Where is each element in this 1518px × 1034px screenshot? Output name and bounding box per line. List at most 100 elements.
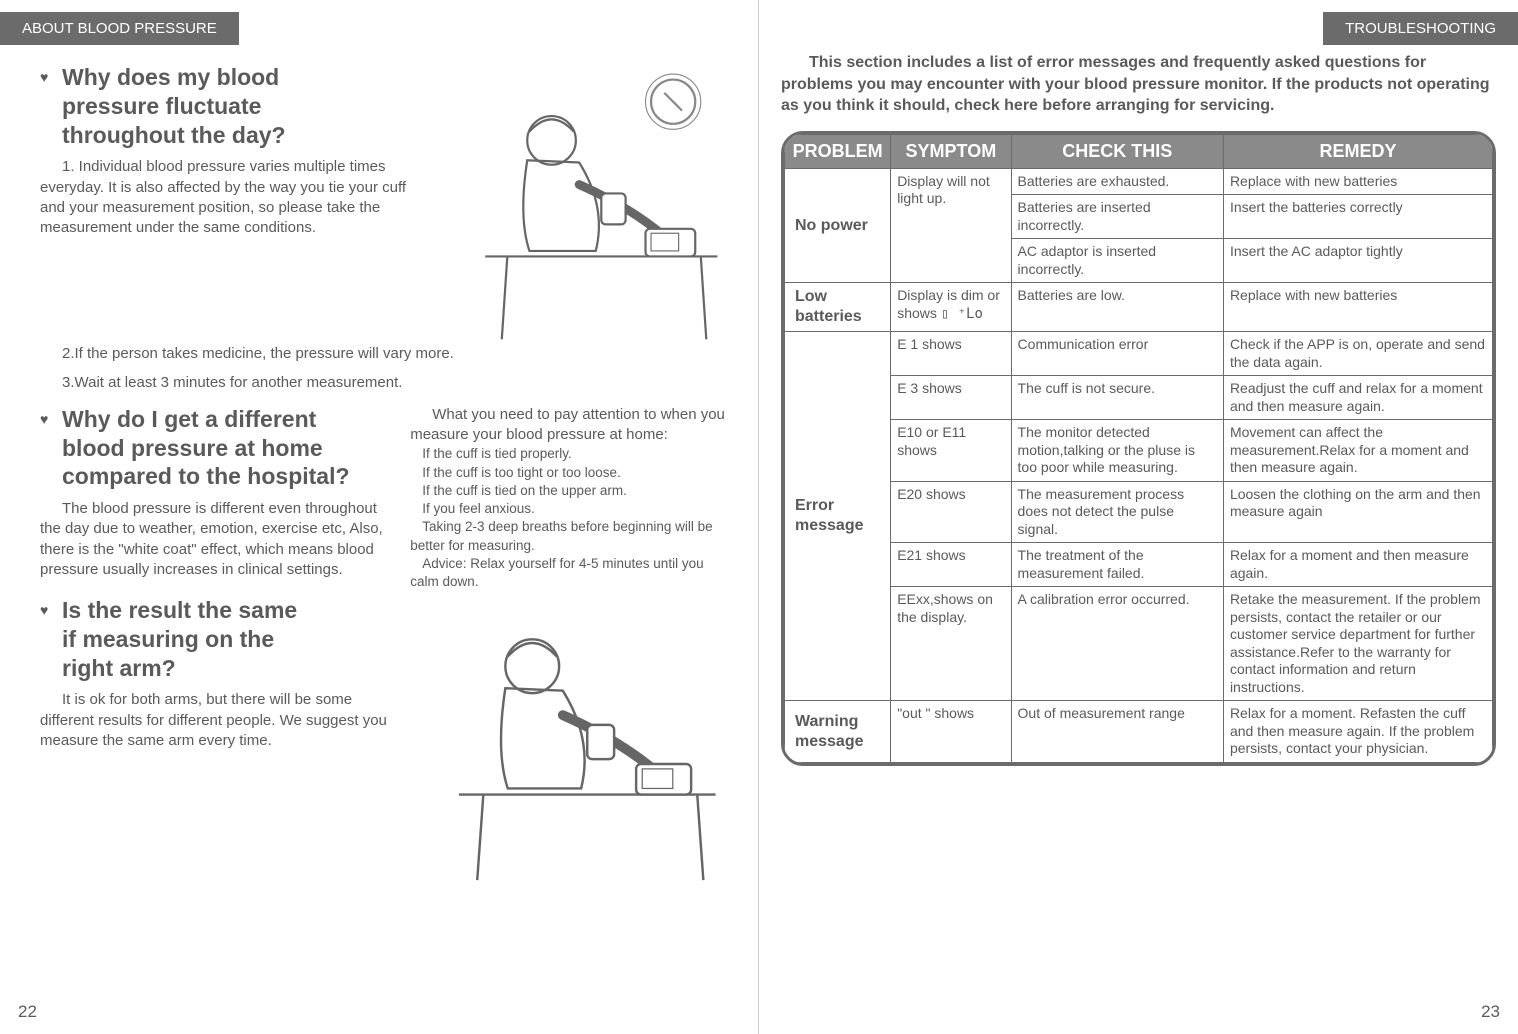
tips-i2: If the cuff is too tight or too loose. bbox=[410, 464, 728, 482]
cell-check: Batteries are low. bbox=[1011, 283, 1223, 332]
tips-advice: Advice: Relax yourself for 4-5 minutes u… bbox=[410, 555, 728, 591]
table-row: E21 shows The treatment of the measureme… bbox=[785, 543, 1493, 587]
cell-symptom: E10 or E11 shows bbox=[891, 420, 1011, 482]
right-header-bar: TROUBLESHOOTING bbox=[1323, 12, 1518, 45]
cell-problem-warnmsg: Warning message bbox=[785, 701, 891, 763]
cell-check: The monitor detected motion,talking or t… bbox=[1011, 420, 1223, 482]
tips-col: What you need to pay attention to when y… bbox=[410, 405, 728, 893]
table-header-row: PROBLEM SYMPTOM CHECK THIS REMEDY bbox=[785, 134, 1493, 168]
person-desk-illustration-top bbox=[441, 63, 728, 350]
q2-title-l3: compared to the hospital? bbox=[62, 463, 350, 489]
left-header-bar: ABOUT BLOOD PRESSURE bbox=[0, 12, 239, 45]
cell-remedy: Insert the AC adaptor tightly bbox=[1223, 239, 1492, 283]
q3-title-l3: right arm? bbox=[62, 655, 176, 681]
left-body: ♥ Why does my blood pressure fluctuate t… bbox=[0, 45, 758, 893]
table-row: Low batteries Display is dim or shows ▯ … bbox=[785, 283, 1493, 332]
cell-symptom: E21 shows bbox=[891, 543, 1011, 587]
cell-check: Batteries are exhausted. bbox=[1011, 168, 1223, 195]
left-page: ABOUT BLOOD PRESSURE ♥ Why does my blood… bbox=[0, 0, 759, 1034]
table-body: No power Display will not light up. Batt… bbox=[785, 168, 1493, 762]
q2-title: ♥ Why do I get a different blood pressur… bbox=[40, 405, 392, 491]
tips-i1: If the cuff is tied properly. bbox=[410, 445, 728, 463]
tips-i5: Taking 2-3 deep breaths before beginning… bbox=[410, 518, 728, 554]
person-desk-illustration-bottom bbox=[410, 599, 728, 892]
cell-remedy: Retake the measurement. If the problem p… bbox=[1223, 587, 1492, 701]
troubleshooting-intro: This section includes a list of error me… bbox=[781, 52, 1496, 117]
table-row: No power Display will not light up. Batt… bbox=[785, 168, 1493, 195]
table-row: Warning message "out " shows Out of meas… bbox=[785, 701, 1493, 763]
cell-remedy: Loosen the clothing on the arm and then … bbox=[1223, 481, 1492, 543]
cell-check: The treatment of the measurement failed. bbox=[1011, 543, 1223, 587]
q2-p1: The blood pressure is different even thr… bbox=[40, 499, 392, 580]
q3-title-l2: if measuring on the bbox=[62, 626, 274, 652]
q3-p1: It is ok for both arms, but there will b… bbox=[40, 690, 392, 751]
cell-check: Communication error bbox=[1011, 332, 1223, 376]
q2-block: ♥ Why do I get a different blood pressur… bbox=[40, 405, 392, 580]
table-row: Error message E 1 shows Communication er… bbox=[785, 332, 1493, 376]
th-remedy: REMEDY bbox=[1223, 134, 1492, 168]
q1-illustration-wrap bbox=[441, 63, 728, 350]
q2-title-l2: blood pressure at home bbox=[62, 435, 323, 461]
q3-block: ♥ Is the result the same if measuring on… bbox=[40, 596, 392, 751]
q2-col: ♥ Why do I get a different blood pressur… bbox=[40, 405, 392, 893]
q3-title-l1: Is the result the same bbox=[62, 597, 297, 623]
table-row: E 3 shows The cuff is not secure. Readju… bbox=[785, 376, 1493, 420]
cell-check: A calibration error occurred. bbox=[1011, 587, 1223, 701]
cell-remedy: Movement can affect the measurement.Rela… bbox=[1223, 420, 1492, 482]
cell-symptom-nopower: Display will not light up. bbox=[891, 168, 1011, 283]
battery-lo-icon: ▯ ⁺Lo bbox=[941, 306, 983, 322]
cell-remedy: Check if the APP is on, operate and send… bbox=[1223, 332, 1492, 376]
cell-symptom-lowbatt: Display is dim or shows ▯ ⁺Lo bbox=[891, 283, 1011, 332]
tips-i3: If the cuff is tied on the upper arm. bbox=[410, 482, 728, 500]
q1-title-l3: throughout the day? bbox=[62, 122, 286, 148]
cell-symptom: E 1 shows bbox=[891, 332, 1011, 376]
q1-row: ♥ Why does my blood pressure fluctuate t… bbox=[40, 63, 728, 350]
tips-lead: What you need to pay attention to when y… bbox=[410, 405, 728, 446]
troubleshooting-table-wrap: PROBLEM SYMPTOM CHECK THIS REMEDY No pow… bbox=[781, 131, 1496, 766]
right-page-number: 23 bbox=[1481, 1002, 1500, 1022]
cell-check: Batteries are inserted incorrectly. bbox=[1011, 195, 1223, 239]
heart-icon: ♥ bbox=[40, 69, 48, 87]
cell-check: The measurement process does not detect … bbox=[1011, 481, 1223, 543]
cell-problem-errmsg: Error message bbox=[785, 332, 891, 701]
table-row: E10 or E11 shows The monitor detected mo… bbox=[785, 420, 1493, 482]
cell-check: The cuff is not secure. bbox=[1011, 376, 1223, 420]
q1-p3: 3.Wait at least 3 minutes for another me… bbox=[40, 373, 728, 393]
q3-title: ♥ Is the result the same if measuring on… bbox=[40, 596, 392, 682]
cell-symptom: E 3 shows bbox=[891, 376, 1011, 420]
cell-check: AC adaptor is inserted incorrectly. bbox=[1011, 239, 1223, 283]
troubleshooting-table: PROBLEM SYMPTOM CHECK THIS REMEDY No pow… bbox=[784, 134, 1493, 763]
left-page-number: 22 bbox=[18, 1002, 37, 1022]
heart-icon: ♥ bbox=[40, 411, 48, 429]
q1-title: ♥ Why does my blood pressure fluctuate t… bbox=[40, 63, 431, 149]
cell-remedy: Readjust the cuff and relax for a moment… bbox=[1223, 376, 1492, 420]
q1-title-l1: Why does my blood bbox=[62, 64, 279, 90]
cell-remedy: Insert the batteries correctly bbox=[1223, 195, 1492, 239]
cell-problem-lowbatt: Low batteries bbox=[785, 283, 891, 332]
table-row: E20 shows The measurement process does n… bbox=[785, 481, 1493, 543]
th-problem: PROBLEM bbox=[785, 134, 891, 168]
right-page: TROUBLESHOOTING This section includes a … bbox=[759, 0, 1518, 1034]
q1-p1: 1. Individual blood pressure varies mult… bbox=[40, 157, 431, 238]
tips-i4: If you feel anxious. bbox=[410, 500, 728, 518]
cell-remedy: Relax for a moment. Refasten the cuff an… bbox=[1223, 701, 1492, 763]
q2-title-l1: Why do I get a different bbox=[62, 406, 316, 432]
cell-symptom: "out " shows bbox=[891, 701, 1011, 763]
table-row: EExx,shows on the display. A calibration… bbox=[785, 587, 1493, 701]
q1-block: ♥ Why does my blood pressure fluctuate t… bbox=[40, 63, 431, 238]
cell-remedy: Relax for a moment and then measure agai… bbox=[1223, 543, 1492, 587]
cell-check: Out of measurement range bbox=[1011, 701, 1223, 763]
cell-remedy: Replace with new batteries bbox=[1223, 168, 1492, 195]
q1-title-l2: pressure fluctuate bbox=[62, 93, 261, 119]
cell-problem-nopower: No power bbox=[785, 168, 891, 283]
heart-icon: ♥ bbox=[40, 602, 48, 620]
cell-remedy: Replace with new batteries bbox=[1223, 283, 1492, 332]
left-header-wrap: ABOUT BLOOD PRESSURE bbox=[0, 0, 758, 45]
cell-symptom: EExx,shows on the display. bbox=[891, 587, 1011, 701]
right-body: This section includes a list of error me… bbox=[759, 0, 1518, 766]
cell-symptom: E20 shows bbox=[891, 481, 1011, 543]
q2-row: ♥ Why do I get a different blood pressur… bbox=[40, 405, 728, 893]
th-symptom: SYMPTOM bbox=[891, 134, 1011, 168]
th-check: CHECK THIS bbox=[1011, 134, 1223, 168]
q1-text-col: ♥ Why does my blood pressure fluctuate t… bbox=[40, 63, 431, 350]
